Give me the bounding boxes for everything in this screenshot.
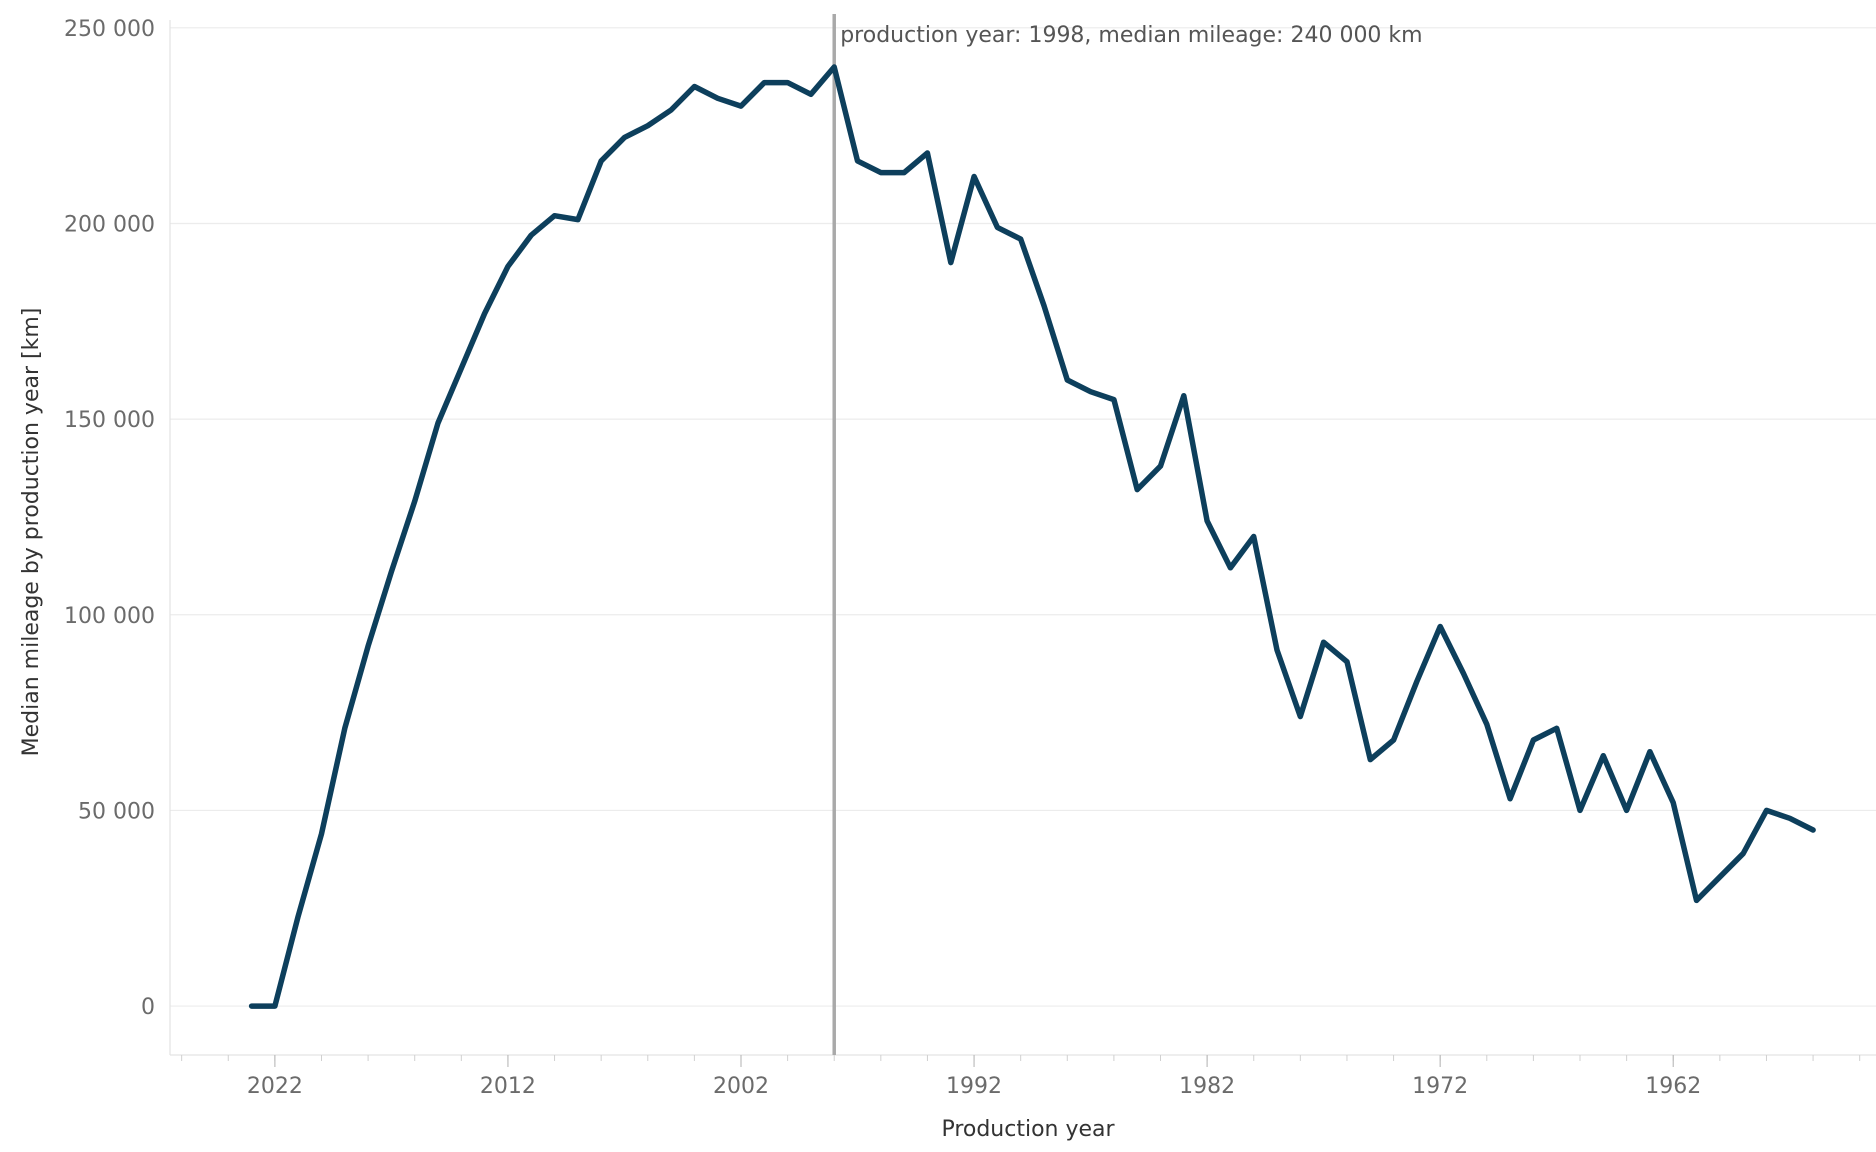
y-axis-title: Median mileage by production year [km] xyxy=(19,308,44,757)
y-axis-tick-labels: 0 50 000 100 000 150 000 200 000 250 000 xyxy=(64,17,155,1020)
x-axis-ticks xyxy=(181,1055,1861,1067)
x-tick-label: 2022 xyxy=(247,1074,303,1099)
x-tick-label: 1962 xyxy=(1645,1074,1701,1099)
x-axis-tick-labels: 2022 2012 2002 1992 1982 1972 1962 xyxy=(247,1074,1701,1099)
x-tick-label: 2002 xyxy=(713,1074,769,1099)
annotation-label: production year: 1998, median mileage: 2… xyxy=(840,23,1422,48)
x-axis-title: Production year xyxy=(941,1117,1115,1142)
y-tick-label: 200 000 xyxy=(64,212,155,237)
axes xyxy=(169,20,1876,1056)
x-tick-label: 1992 xyxy=(946,1074,1002,1099)
x-tick-label: 2012 xyxy=(480,1074,536,1099)
y-tick-label: 250 000 xyxy=(64,17,155,42)
y-tick-label: 100 000 xyxy=(64,604,155,629)
series-group xyxy=(248,64,1816,1009)
gridlines xyxy=(170,27,1876,1007)
series-line xyxy=(248,64,1816,1009)
y-tick-label: 0 xyxy=(141,995,155,1020)
x-tick-label: 1972 xyxy=(1412,1074,1468,1099)
annotation-group: production year: 1998, median mileage: 2… xyxy=(840,23,1422,48)
x-tick-label: 1982 xyxy=(1179,1074,1235,1099)
y-tick-label: 150 000 xyxy=(64,408,155,433)
y-tick-label: 50 000 xyxy=(78,799,155,824)
